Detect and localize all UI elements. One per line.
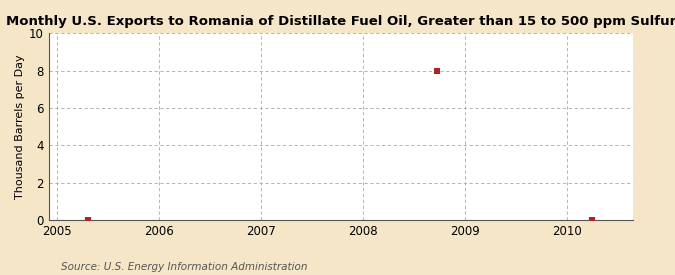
Point (587, 218, 597, 222)
Title: Monthly U.S. Exports to Romania of Distillate Fuel Oil, Greater than 15 to 500 p: Monthly U.S. Exports to Romania of Disti… (6, 15, 675, 28)
Y-axis label: Thousand Barrels per Day: Thousand Barrels per Day (15, 54, 25, 199)
Text: Source: U.S. Energy Information Administration: Source: U.S. Energy Information Administ… (61, 262, 307, 272)
Point (82, 218, 93, 222)
Point (432, 68, 443, 73)
